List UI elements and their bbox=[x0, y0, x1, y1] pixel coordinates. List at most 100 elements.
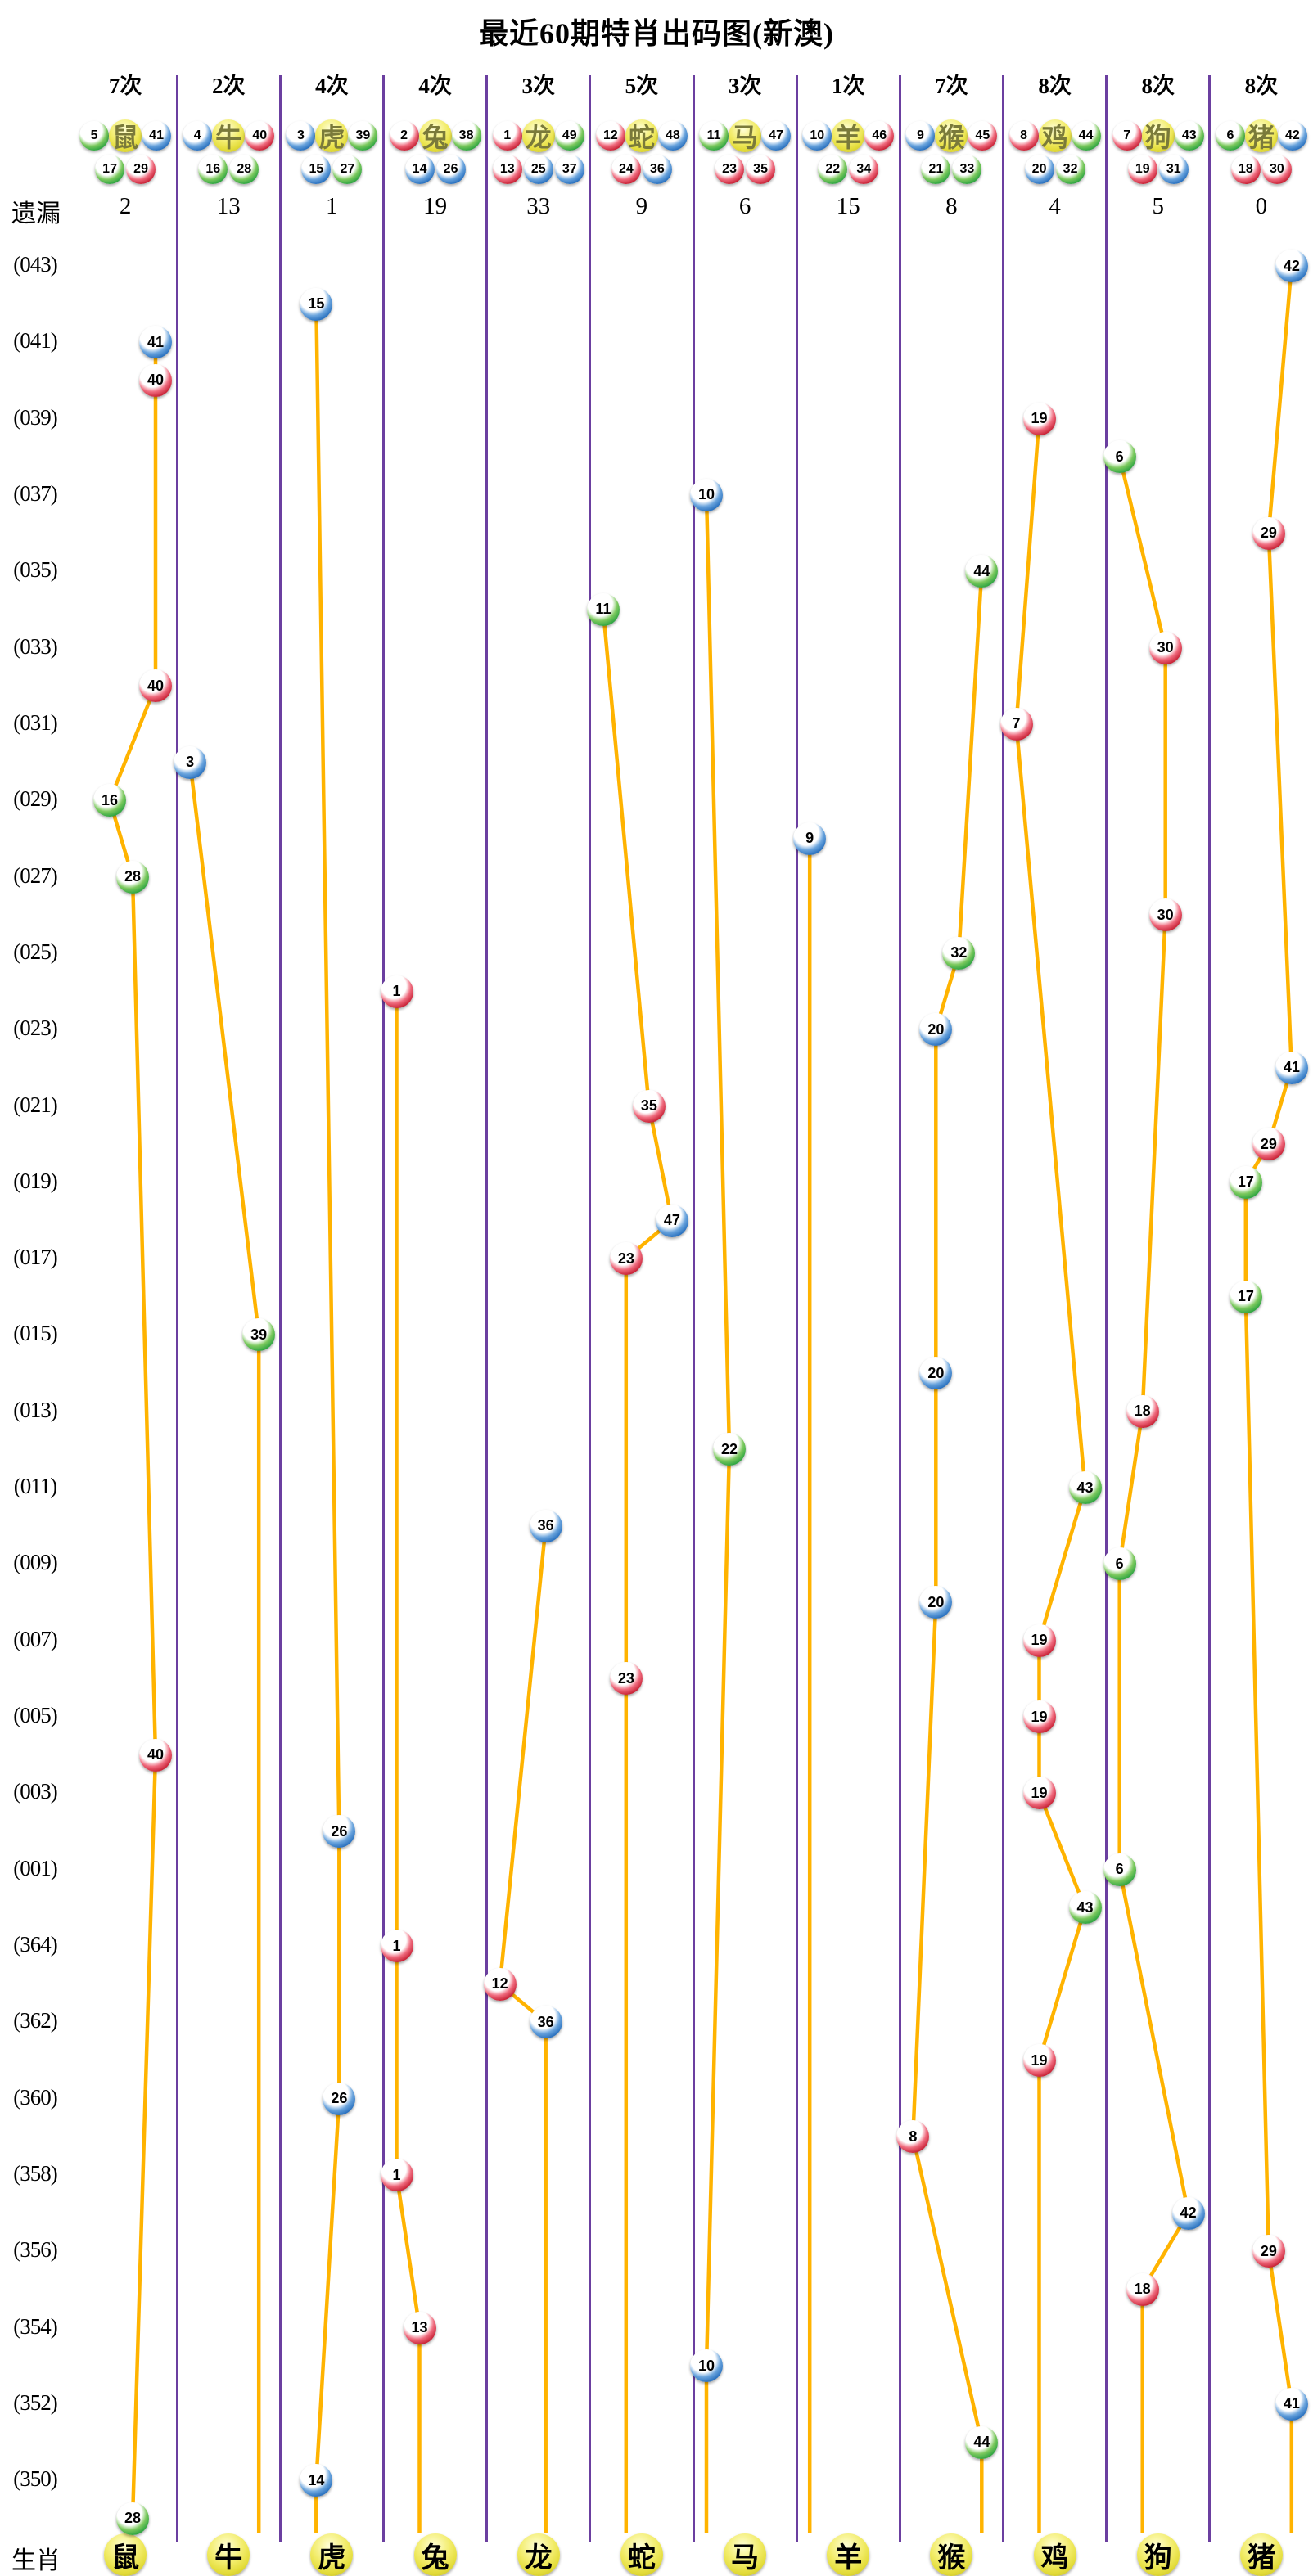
header-number-ball: 24 bbox=[611, 155, 641, 184]
draw-number-ball-label: 40 bbox=[147, 372, 165, 389]
draw-number-ball: 19 bbox=[1022, 1777, 1056, 1810]
draw-number-ball: 35 bbox=[632, 1089, 666, 1123]
bottom-zodiac-ball-label: 马 bbox=[731, 2542, 760, 2574]
draw-number-ball: 28 bbox=[116, 860, 149, 894]
draw-number-ball: 19 bbox=[1022, 1624, 1056, 1657]
column-separator bbox=[1105, 75, 1108, 2542]
header-zodiac-ball-label: 龙 bbox=[525, 123, 552, 152]
draw-number-ball: 1 bbox=[380, 975, 413, 1008]
draw-number-ball-label: 10 bbox=[697, 486, 715, 503]
period-label: (358) bbox=[13, 2161, 57, 2186]
header-zodiac-ball: 猴 bbox=[935, 119, 968, 152]
header-number-ball-label: 12 bbox=[603, 128, 618, 142]
period-label: (352) bbox=[13, 2389, 57, 2415]
header-number-ball: 13 bbox=[492, 155, 522, 184]
bottom-zodiac-ball: 龙 bbox=[517, 2533, 560, 2576]
header-zodiac-ball-label: 兔 bbox=[422, 123, 449, 152]
bottom-zodiac-ball: 鸡 bbox=[1033, 2533, 1076, 2576]
draw-number-ball: 19 bbox=[1022, 1700, 1056, 1734]
draw-number-ball: 29 bbox=[1252, 2235, 1285, 2268]
header-number-ball-label: 20 bbox=[1031, 162, 1047, 176]
draw-number-ball: 41 bbox=[1275, 1051, 1308, 1084]
header-number-ball-label: 14 bbox=[412, 162, 427, 176]
period-label: (001) bbox=[13, 1855, 57, 1880]
period-label: (005) bbox=[13, 1703, 57, 1728]
bottom-zodiac-ball: 虎 bbox=[310, 2533, 354, 2576]
period-label: (033) bbox=[13, 633, 57, 659]
header-number-ball-label: 2 bbox=[400, 128, 408, 142]
miss-value: 13 bbox=[216, 193, 241, 219]
column-separator bbox=[795, 75, 798, 2542]
header-number-ball-label: 37 bbox=[562, 162, 577, 176]
draw-number-ball-label: 29 bbox=[1260, 2242, 1277, 2259]
draw-number-ball: 19 bbox=[1022, 2044, 1056, 2078]
header-number-ball-label: 42 bbox=[1285, 128, 1300, 142]
header-number-ball-label: 22 bbox=[825, 162, 841, 176]
period-label: (362) bbox=[13, 2008, 57, 2033]
header-number-ball-label: 24 bbox=[619, 162, 634, 176]
period-label: (360) bbox=[13, 2084, 57, 2110]
draw-number-ball-label: 47 bbox=[663, 1212, 680, 1228]
period-label: (015) bbox=[13, 1321, 57, 1346]
header-number-ball: 30 bbox=[1261, 155, 1292, 184]
draw-number-ball: 20 bbox=[919, 1586, 953, 1619]
trend-line bbox=[107, 342, 158, 2533]
period-label: (356) bbox=[13, 2237, 57, 2263]
header-zodiac-ball-label: 牛 bbox=[215, 123, 242, 152]
draw-number-ball: 1 bbox=[380, 1930, 413, 1963]
draw-number-ball: 13 bbox=[403, 2311, 436, 2344]
period-label: (354) bbox=[13, 2313, 57, 2339]
header-zodiac-ball: 鸡 bbox=[1038, 119, 1072, 152]
column-separator bbox=[898, 75, 901, 2542]
draw-number-ball: 40 bbox=[139, 1738, 172, 1772]
header-number-ball: 34 bbox=[849, 155, 879, 184]
draw-number-ball: 47 bbox=[655, 1204, 688, 1237]
draw-number-ball: 15 bbox=[300, 287, 333, 321]
draw-number-ball: 10 bbox=[690, 478, 723, 511]
draw-number-ball-label: 41 bbox=[147, 333, 165, 350]
draw-number-ball-label: 36 bbox=[537, 2013, 554, 2030]
miss-value: 9 bbox=[635, 193, 648, 219]
bottom-zodiac-ball-label: 羊 bbox=[834, 2542, 863, 2574]
miss-value: 8 bbox=[945, 193, 958, 219]
header-zodiac-ball: 羊 bbox=[832, 119, 865, 152]
header-number-ball-label: 28 bbox=[237, 162, 252, 176]
miss-value: 2 bbox=[119, 193, 132, 219]
header-number-ball: 46 bbox=[864, 121, 895, 151]
column-hit-count: 8次 bbox=[1244, 74, 1279, 98]
draw-number-ball: 18 bbox=[1126, 2272, 1159, 2306]
draw-number-ball: 14 bbox=[300, 2464, 333, 2497]
draw-number-ball-label: 19 bbox=[1031, 2051, 1048, 2069]
header-number-ball-label: 35 bbox=[753, 162, 768, 176]
draw-number-ball-label: 16 bbox=[101, 791, 119, 808]
header-number-ball-label: 1 bbox=[503, 128, 512, 142]
draw-number-ball: 3 bbox=[174, 745, 207, 779]
miss-value: 15 bbox=[836, 193, 860, 219]
header-number-ball-label: 38 bbox=[458, 128, 474, 142]
period-label: (007) bbox=[13, 1626, 57, 1651]
header-number-ball: 8 bbox=[1008, 121, 1039, 151]
header-number-ball: 4 bbox=[183, 121, 213, 151]
bottom-zodiac-ball: 马 bbox=[724, 2533, 767, 2576]
miss-value: 1 bbox=[326, 193, 338, 219]
draw-number-ball-label: 1 bbox=[392, 983, 401, 1000]
draw-number-ball: 43 bbox=[1068, 1891, 1102, 1925]
draw-number-ball-label: 43 bbox=[1076, 1898, 1094, 1916]
header-number-ball: 37 bbox=[554, 155, 584, 184]
draw-number-ball-label: 12 bbox=[491, 1975, 508, 1993]
draw-number-ball-label: 32 bbox=[950, 944, 968, 961]
header-zodiac-ball-label: 蛇 bbox=[628, 123, 655, 152]
draw-number-ball: 26 bbox=[323, 1815, 356, 1849]
header-number-ball: 19 bbox=[1127, 155, 1157, 184]
header-number-ball: 1 bbox=[492, 121, 522, 151]
draw-number-ball-label: 7 bbox=[1012, 715, 1021, 732]
header-number-ball-label: 21 bbox=[928, 162, 944, 176]
period-label: (021) bbox=[13, 1092, 57, 1117]
header-number-ball-label: 34 bbox=[856, 162, 872, 176]
header-number-ball-label: 26 bbox=[443, 162, 458, 176]
period-label: (019) bbox=[13, 1168, 57, 1193]
draw-number-ball-label: 44 bbox=[973, 2434, 990, 2451]
header-number-ball: 38 bbox=[451, 121, 481, 151]
draw-number-ball: 32 bbox=[942, 936, 976, 970]
miss-value: 33 bbox=[526, 193, 551, 219]
